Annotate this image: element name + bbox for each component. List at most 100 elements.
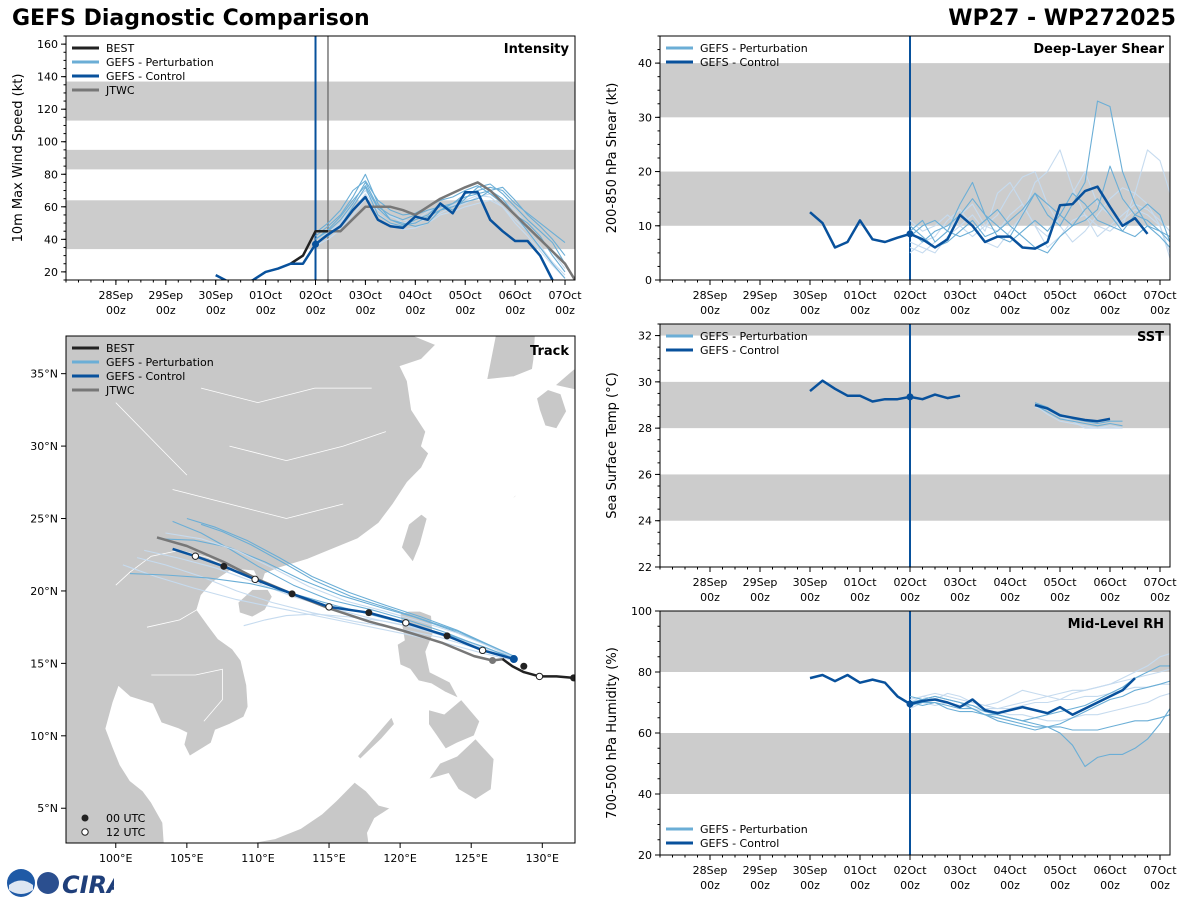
x-tick-label: 29Sep xyxy=(743,289,778,302)
x-tick-label: 120°E xyxy=(383,852,416,865)
x-tick-label: 06Oct xyxy=(1093,864,1127,877)
panel-title: SST xyxy=(1137,330,1164,345)
x-tick-label: 30Sep xyxy=(198,289,233,302)
x-tick-label: 00z xyxy=(850,304,870,317)
x-tick-label: 00z xyxy=(356,304,376,317)
shear-panel: 0 10 20 30 40 28Sep 00z 29Sep 00z 30Sep 00z 01Oct 00… xyxy=(605,35,1177,317)
band-1 xyxy=(660,63,1170,118)
track-point-12utc xyxy=(535,672,544,681)
band-2 xyxy=(660,324,1170,336)
series-p7 xyxy=(909,680,1170,731)
legend-label: 00 UTC xyxy=(106,812,146,825)
x-tick-label: 00z xyxy=(700,879,720,892)
x-tick-label: 28Sep xyxy=(693,289,728,302)
x-tick-label: 03Oct xyxy=(943,864,977,877)
x-tick-label: 28Sep xyxy=(99,289,134,302)
y-tick-label: 60 xyxy=(638,727,652,740)
y-tick-label: 32 xyxy=(638,330,652,343)
series-group xyxy=(809,379,1123,429)
x-tick-label: 125°E xyxy=(454,852,487,865)
x-tick-label: 00z xyxy=(750,591,770,604)
series-p1 xyxy=(909,100,1170,248)
x-tick-label: 00z xyxy=(256,304,276,317)
x-tick-label: 130°E xyxy=(526,852,559,865)
land-korea xyxy=(486,336,536,380)
x-tick-label: 07Oct xyxy=(1143,864,1177,877)
series-gefs-control xyxy=(215,190,554,280)
x-tick-label: 00z xyxy=(206,304,226,317)
band-1 xyxy=(66,149,575,170)
panel-title: Mid-Level RH xyxy=(1068,617,1164,632)
band-0 xyxy=(660,733,1170,794)
x-tick-label: 00z xyxy=(1000,304,1020,317)
band-0 xyxy=(660,474,1170,521)
x-tick-label: 01Oct xyxy=(843,576,877,589)
x-tick-label: 00z xyxy=(900,304,920,317)
y-tick-label: 80 xyxy=(44,168,58,181)
y-axis-label: 10m Max Wind Speed (kt) xyxy=(11,74,26,243)
border-line xyxy=(129,550,180,573)
x-tick-label: 04Oct xyxy=(993,864,1027,877)
y-tick-label: 30 xyxy=(638,376,652,389)
x-tick-label: 105°E xyxy=(170,852,203,865)
series-p1 xyxy=(315,181,566,273)
band-2 xyxy=(66,81,575,121)
x-tick-label: 00z xyxy=(950,591,970,604)
x-tick-label: 00z xyxy=(1100,879,1120,892)
legend-label: GEFS - Perturbation xyxy=(106,356,214,369)
y-tick-label: 20 xyxy=(44,266,58,279)
x-tick-label: 29Sep xyxy=(743,864,778,877)
land-okinawa xyxy=(507,492,519,503)
plot-frame xyxy=(659,323,1171,568)
series-gefs-control xyxy=(809,673,1136,716)
x-tick-label: 00z xyxy=(950,304,970,317)
legend-label: GEFS - Control xyxy=(106,370,185,383)
band-1 xyxy=(660,611,1170,672)
legend-label: BEST xyxy=(106,42,134,55)
series-group xyxy=(215,173,575,280)
panel-title: Intensity xyxy=(504,42,570,57)
x-tick-label: 00z xyxy=(750,304,770,317)
x-tick-label: 00z xyxy=(1000,591,1020,604)
y-tick-label: 10°N xyxy=(30,730,58,743)
legend-marker-12utc xyxy=(81,828,89,836)
x-tick-label: 28Sep xyxy=(693,576,728,589)
x-tick-label: 03Oct xyxy=(943,576,977,589)
y-tick-label: 26 xyxy=(638,468,652,481)
track-point-12utc xyxy=(191,552,200,560)
pert-track xyxy=(186,517,515,657)
x-tick-label: 06Oct xyxy=(1093,576,1127,589)
x-tick-label: 01Oct xyxy=(843,864,877,877)
pert-track xyxy=(165,532,515,659)
x-tick-label: 02Oct xyxy=(893,864,927,877)
track-point-00utc xyxy=(288,590,296,598)
y-axis-label: 200-850 hPa Shear (kt) xyxy=(605,83,620,234)
x-tick-label: 00z xyxy=(700,304,720,317)
x-tick-label: 100°E xyxy=(99,852,132,865)
y-tick-label: 35°N xyxy=(30,368,58,381)
legend-label: BEST xyxy=(106,342,134,355)
legend-marker-00utc xyxy=(81,814,89,822)
border-line xyxy=(172,489,344,519)
y-tick-label: 140 xyxy=(37,71,58,84)
x-tick-label: 00z xyxy=(555,304,575,317)
series-group xyxy=(809,100,1170,259)
x-tick-label: 110°E xyxy=(241,852,274,865)
x-tick-label: 04Oct xyxy=(399,289,433,302)
border-line xyxy=(146,609,198,628)
jtwc-track xyxy=(156,536,505,662)
panel-title: Track xyxy=(530,344,569,359)
x-tick-label: 00z xyxy=(106,304,126,317)
x-tick-label: 00z xyxy=(800,879,820,892)
series-p4 xyxy=(909,149,1170,254)
panel-title: Deep-Layer Shear xyxy=(1033,42,1164,57)
track-point-12utc xyxy=(402,619,410,627)
track-point-12utc xyxy=(251,575,259,584)
x-tick-label: 00z xyxy=(405,304,425,317)
y-tick-label: 40 xyxy=(44,233,58,246)
y-tick-label: 5°N xyxy=(37,802,58,815)
y-axis-label: 700-500 hPa Humidity (%) xyxy=(605,647,620,819)
y-tick-label: 10 xyxy=(638,220,652,233)
x-tick-label: 05Oct xyxy=(1043,864,1077,877)
plot-frame xyxy=(65,335,576,844)
